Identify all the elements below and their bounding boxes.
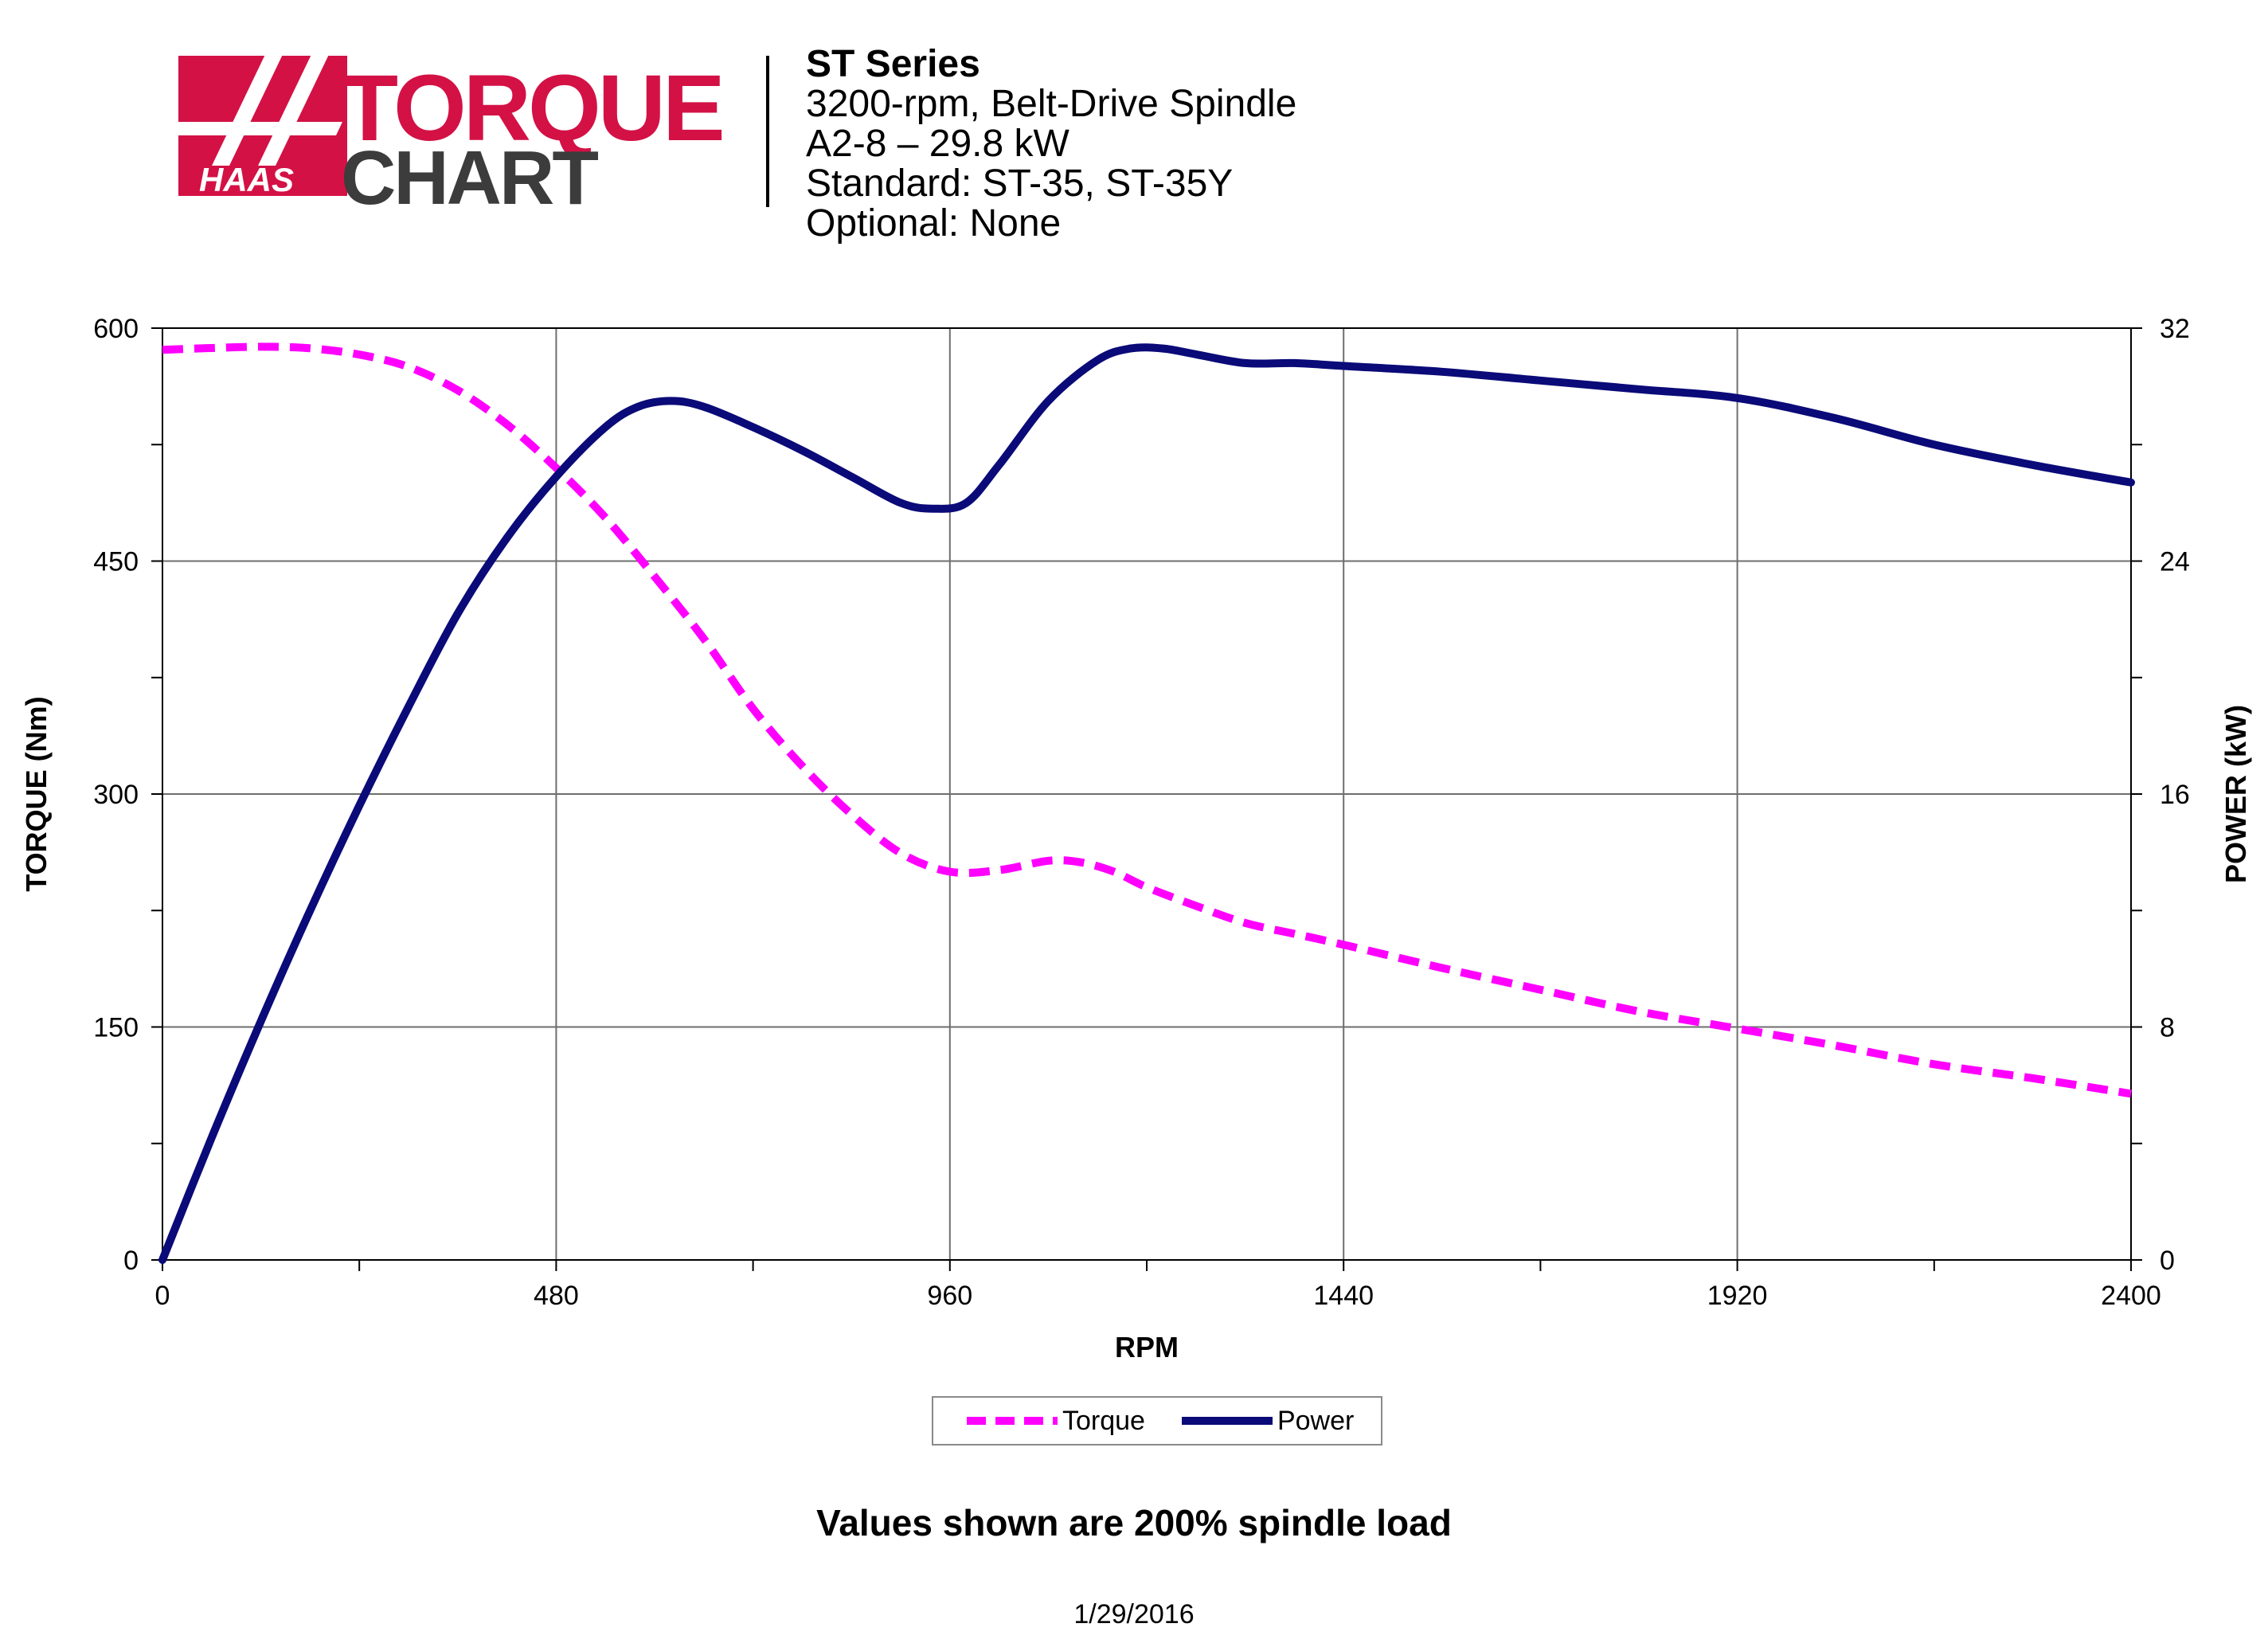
y-tick-label: 300 [93,780,139,810]
series-line-torque [162,342,2132,1098]
x-tick-label: 1920 [1707,1281,1768,1311]
logo-slash-2 [258,46,333,166]
chart-date: 1/29/2016 [1073,1599,1195,1629]
logo-word-torque: TORQUE [341,56,722,161]
y2-tick-label: 16 [2160,780,2190,810]
legend-swatch-torque [967,1417,1058,1425]
x-tick-label: 0 [155,1281,170,1311]
chart-legend: Torque Power [932,1396,1382,1446]
y-tick-label: 450 [93,547,139,577]
legend-item-torque: Torque [933,1406,1145,1437]
haas-torque-chart-logo: HAAS TORQUE CHART [151,46,725,209]
logo-slash-1 [212,46,287,166]
header-optional: Optional: None [806,202,1062,245]
header-standard: Standard: ST-35, ST-35Y [806,162,1234,205]
legend-label-torque: Torque [1062,1405,1145,1436]
y2-tick-label: 8 [2160,1013,2175,1043]
legend-item-power: Power [1145,1406,1354,1437]
y-tick-label: 0 [123,1246,139,1276]
torque-power-chart: 0 480 960 1440 1920 2400 0 150 300 450 600 0 8 16 24 32… [20,314,2252,1363]
y2-axis-title: POWER (kW) [2219,705,2252,883]
chart-header: ST Series 3200-rpm, Belt-Drive Spindle A… [806,45,1296,244]
y2-tick-label: 32 [2160,314,2190,344]
y2-tick-label: 24 [2160,547,2190,577]
header-series: ST Series [806,43,980,85]
legend-label-power: Power [1277,1405,1355,1436]
y-tick-label: 150 [93,1013,139,1043]
y2-tick-label: 0 [2160,1246,2175,1276]
y-axis-title: TORQUE (Nm) [20,696,53,891]
series-line-power [158,343,2135,1264]
x-tick-label: 2400 [2101,1281,2161,1311]
x-tick-label: 960 [927,1281,972,1311]
logo-word-chart: CHART [341,135,598,209]
footnote: Values shown are 200% spindle load [816,1502,1452,1543]
y-tick-label: 600 [93,314,139,344]
x-tick-label: 480 [534,1281,579,1311]
legend-swatch-power [1181,1417,1273,1425]
logo-brand-text: HAAS [199,161,294,198]
x-axis-title: RPM [1115,1331,1179,1363]
header-divider [766,56,769,207]
header-spindle: 3200-rpm, Belt-Drive Spindle [806,83,1297,125]
x-tick-label: 1440 [1313,1281,1374,1311]
header-spec: A2-8 – 29.8 kW [806,123,1069,165]
